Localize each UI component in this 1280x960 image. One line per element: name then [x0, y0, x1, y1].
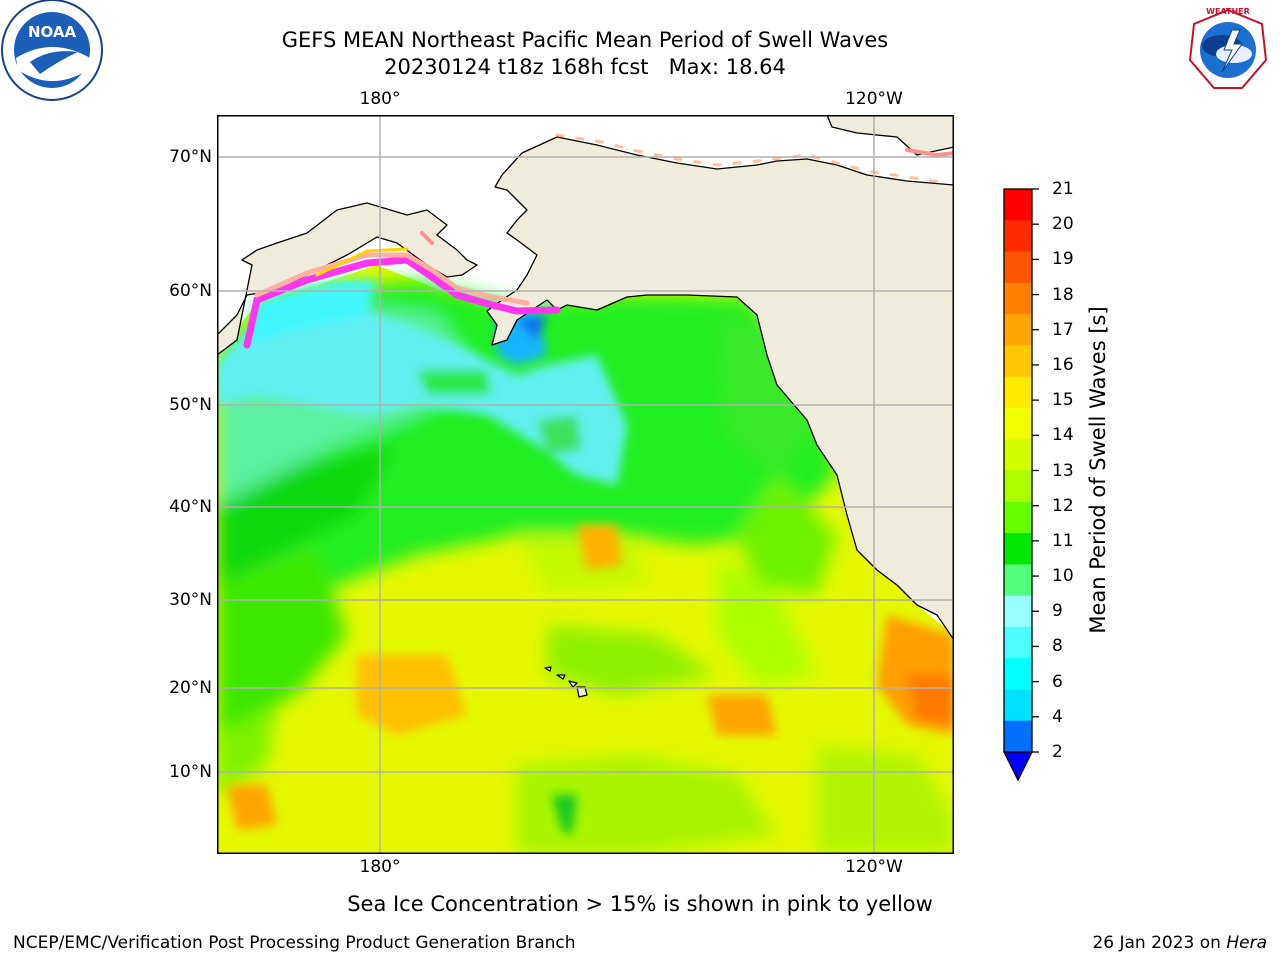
colorbar-band: [1004, 564, 1032, 597]
land-masses: [217, 115, 954, 698]
colorbar-title: Mean Period of Swell Waves [s]: [1086, 306, 1110, 634]
map-border: [217, 115, 954, 854]
lon-label-top-180: 180°: [359, 89, 401, 109]
colorbar-tick-label: 6: [1052, 671, 1063, 692]
colorbar-band: [1004, 533, 1032, 565]
colorbar-band: [1004, 439, 1032, 471]
colorbar-bands: [1004, 189, 1032, 753]
lat-label-50n: 50°N: [169, 395, 212, 415]
colorbar-band: [1004, 658, 1032, 690]
footer-host: Hera: [1226, 933, 1267, 953]
nws-logo-icon: WEATHER: [1181, 3, 1275, 97]
colorbar-band: [1004, 720, 1032, 753]
footer-date: 26 Jan 2023 on: [1092, 933, 1227, 953]
colorbar-tick-label: 14: [1052, 425, 1074, 446]
footer-date-host: 26 Jan 2023 on Hera: [1092, 933, 1267, 953]
chart-title: GEFS MEAN Northeast Pacific Mean Period …: [281, 28, 889, 52]
colorbar-band: [1004, 345, 1032, 378]
lat-label-40n: 40°N: [169, 497, 212, 517]
colorbar-tick-label: 19: [1052, 249, 1074, 270]
sea-ice-note: Sea Ice Concentration > 15% is shown in …: [347, 892, 933, 916]
lat-label-70n: 70°N: [169, 147, 212, 167]
colorbar-band: [1004, 282, 1032, 315]
colorbar-band: [1004, 501, 1032, 534]
colorbar-band: [1004, 595, 1032, 628]
colorbar-tick-label: 12: [1052, 495, 1074, 516]
lat-label-60n: 60°N: [169, 281, 212, 301]
noaa-logo-icon: NOAA: [1, 0, 103, 101]
footer-credit: NCEP/EMC/Verification Post Processing Pr…: [13, 933, 576, 953]
colorbar-tick-label: 9: [1052, 601, 1063, 622]
colorbar-tick-label: 17: [1052, 319, 1074, 340]
noaa-logo-text: NOAA: [28, 23, 77, 41]
colorbar-band: [1004, 407, 1032, 440]
colorbar-tick-label: 15: [1052, 390, 1074, 411]
lon-label-bottom-180: 180°: [359, 857, 401, 877]
colorbar-band: [1004, 220, 1032, 253]
colorbar: [1002, 188, 1039, 782]
colorbar-under-arrow: [1002, 751, 1034, 782]
lat-label-10n: 10°N: [169, 762, 212, 782]
graticule: [217, 115, 954, 854]
colorbar-tick-label: 20: [1052, 214, 1074, 235]
colorbar-tick-label: 21: [1052, 179, 1074, 199]
colorbar-tick-label: 10: [1052, 566, 1074, 587]
colorbar-band: [1004, 189, 1032, 221]
colorbar-band: [1004, 626, 1032, 659]
colorbar-band: [1004, 251, 1032, 284]
colorbar-band: [1004, 470, 1032, 503]
colorbar-tick-label: 8: [1052, 636, 1063, 657]
colorbar-band: [1004, 689, 1032, 722]
colorbar-tick-label: 16: [1052, 354, 1074, 375]
colorbar-band: [1004, 376, 1032, 409]
sea-ice-band: [243, 133, 954, 349]
colorbar-band: [1004, 314, 1032, 346]
colorbar-tick-label: 11: [1052, 530, 1074, 551]
lon-label-bottom-120w: 120°W: [845, 857, 903, 877]
lon-label-top-120w: 120°W: [845, 89, 903, 109]
chart-subtitle: 20230124 t18z 168h fcst Max: 18.64: [384, 55, 786, 79]
svg-text:WEATHER: WEATHER: [1206, 7, 1250, 16]
colorbar-tick-label: 18: [1052, 284, 1074, 305]
map-panel: [217, 115, 954, 854]
colorbar-tick-label: 2: [1052, 742, 1063, 762]
colorbar-tick-label: 4: [1052, 706, 1063, 727]
colorbar-tick-label: 13: [1052, 460, 1074, 481]
lat-label-30n: 30°N: [169, 590, 212, 610]
lat-label-20n: 20°N: [169, 678, 212, 698]
